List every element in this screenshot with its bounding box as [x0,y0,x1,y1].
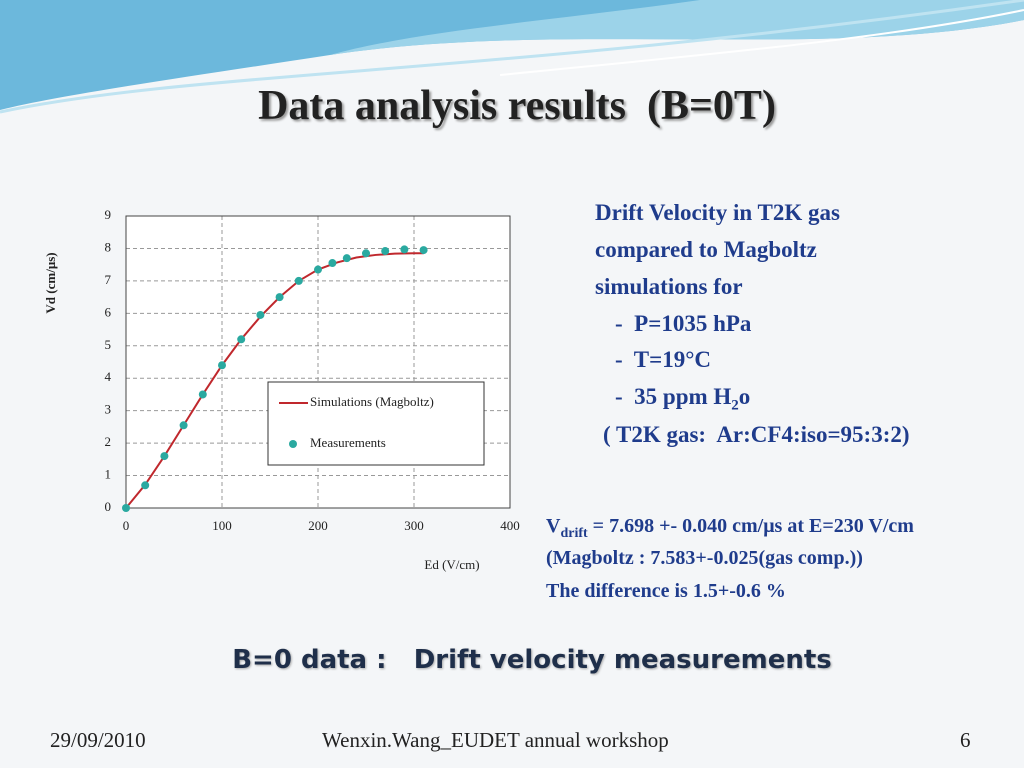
description-line: - 35 ppm H2o [615,384,750,415]
slide-title: Data analysis results (B=0T) [258,83,776,129]
measurement-point [179,421,188,430]
legend-label: Measurements [310,435,386,450]
y-tick-label: 9 [105,207,112,222]
description-line: - P=1035 hPa [615,311,752,336]
page-number: 6 [960,728,971,752]
legend-label: Simulations (Magboltz) [310,394,434,409]
description-line: simulations for [595,274,743,299]
description-line: - T=19°C [615,347,711,372]
subscript: drift [560,526,588,541]
measurement-point [198,390,207,399]
x-axis-label: Ed (V/cm) [424,557,479,572]
x-tick-label: 300 [404,518,424,533]
subtitle: B=0 data : Drift velocity measurements [232,645,832,675]
legend [267,381,485,466]
y-tick-label: 8 [105,239,112,254]
plot-frame [125,215,511,509]
x-tick-label: 400 [500,518,520,533]
y-tick-label: 2 [105,434,112,449]
measurement-point [237,335,246,344]
x-tick-label: 100 [212,518,232,533]
legend-swatch [289,440,297,448]
description-line: ( T2K gas: Ar:CF4:iso=95:3:2) [603,422,910,447]
text: = 7.698 +- 0.040 cm/μs at E=230 V/cm [587,515,914,537]
text: V [546,515,561,537]
y-tick-label: 5 [105,337,112,352]
y-tick-label: 6 [105,304,112,319]
text: - 35 ppm H [615,384,732,409]
measurement-point [342,254,351,263]
measurement-point [381,247,390,256]
x-tick-label: 200 [308,518,328,533]
description-line: Drift Velocity in T2K gas [595,200,840,225]
result-line: Vdrift = 7.698 +- 0.040 cm/μs at E=230 V… [546,515,914,542]
measurement-point [256,310,265,319]
result-line: (Magboltz : 7.583+-0.025(gas comp.)) [546,547,863,569]
measurement-point [362,249,370,258]
y-tick-label: 7 [105,272,112,287]
text: o [738,384,751,409]
footer-date: 29/09/2010 [50,728,146,752]
measurement-point [122,504,130,512]
y-tick-label: 3 [105,402,112,417]
wave [330,0,1024,55]
wave-line [499,9,1024,76]
measurement-point [328,259,337,268]
measurement-point [400,245,409,254]
measurement-point [160,452,169,461]
measurement-point [314,265,322,274]
measurement-point [218,361,226,370]
result-line: The difference is 1.5+-0.6 % [546,580,786,602]
wave-line [0,0,1024,114]
footer-author: Wenxin.Wang_EUDET annual workshop [322,728,669,752]
description-line: compared to Magboltz [595,237,817,262]
measurement-point [294,276,303,285]
measurement-point [419,246,428,255]
measurement-point [141,481,150,490]
y-tick-label: 4 [105,369,112,384]
subscript: 2 [731,397,739,414]
x-tick-label: 0 [123,518,130,533]
y-axis-label: Vd (cm/μs) [43,252,58,313]
y-tick-label: 1 [105,467,112,482]
y-tick-label: 0 [105,499,112,514]
measurement-point [275,293,284,302]
